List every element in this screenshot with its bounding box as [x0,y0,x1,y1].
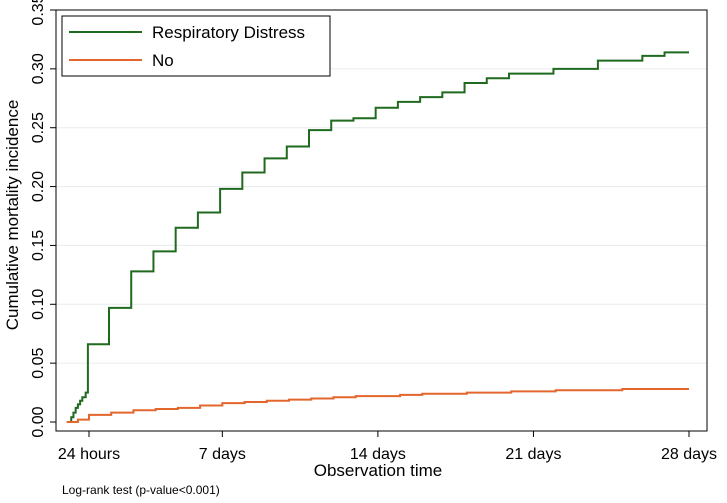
y-axis-title: Cumulative mortality incidence [3,100,22,331]
x-tick-label: 28 days [661,446,717,463]
x-tick-label: 21 days [505,446,561,463]
x-tick-label: 14 days [350,446,406,463]
x-axis: 24 hours 7 days 14 days 21 days 28 days [58,431,717,463]
legend-label-respiratory-distress: Respiratory Distress [152,23,305,42]
grid-lines [56,68,707,364]
log-rank-footnote: Log-rank test (p-value<0.001) [62,483,220,497]
x-tick-label: 7 days [199,446,246,463]
y-tick-label: 0.05 [30,347,47,378]
y-tick-label: 0.15 [30,230,47,261]
series-line-no [66,388,689,423]
x-axis-title: Observation time [314,461,443,480]
y-tick-label: 0.10 [30,289,47,320]
y-tick-label: 0.30 [30,53,47,84]
y-tick-label: 0.35 [30,0,47,26]
y-tick-label: 0.00 [30,406,47,437]
plot-frame [55,9,708,432]
y-tick-label: 0.25 [30,112,47,143]
legend: Respiratory Distress No [61,15,331,77]
legend-label-no: No [152,51,174,70]
y-tick-label: 0.20 [30,171,47,202]
x-tick-label: 24 hours [58,446,120,463]
series-line-respiratory-distress [66,51,689,423]
series-lines [66,51,689,423]
legend-box [61,15,331,77]
y-axis: 0.00 0.05 0.10 0.15 0.20 0.25 0.30 0.35 [30,0,56,438]
